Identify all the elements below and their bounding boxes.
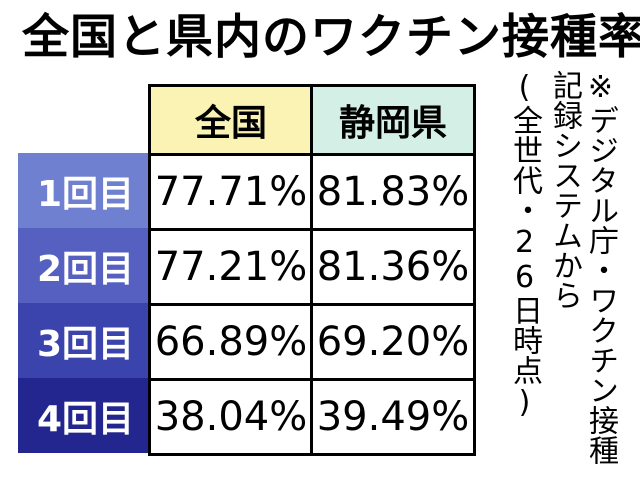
- column-header-national: 全国: [148, 84, 314, 156]
- cell-shizuoka-dose-2: 81.36%: [310, 228, 476, 306]
- cell-shizuoka-dose-3: 69.20%: [310, 303, 476, 381]
- source-note-line-2: 記録システムから: [547, 70, 582, 310]
- cell-national-dose-3: 66.89%: [148, 303, 314, 381]
- page-title: 全国と県内のワクチン接種率: [22, 10, 640, 65]
- cell-shizuoka-dose-1: 81.83%: [310, 153, 476, 231]
- cell-shizuoka-dose-4: 39.49%: [310, 378, 476, 456]
- cell-national-dose-1: 77.71%: [148, 153, 314, 231]
- cell-national-dose-2: 77.21%: [148, 228, 314, 306]
- source-note-line-1: ※デジタル庁・ワクチン接種: [583, 70, 618, 465]
- cell-national-dose-4: 38.04%: [148, 378, 314, 456]
- row-label-dose-1: 1回目: [18, 153, 151, 228]
- row-label-dose-3: 3回目: [18, 303, 151, 378]
- row-label-dose-4: 4回目: [18, 378, 151, 453]
- column-header-shizuoka: 静岡県: [310, 84, 476, 156]
- source-note-line-3: (全世代・26日時点): [507, 70, 542, 420]
- row-label-dose-2: 2回目: [18, 228, 151, 303]
